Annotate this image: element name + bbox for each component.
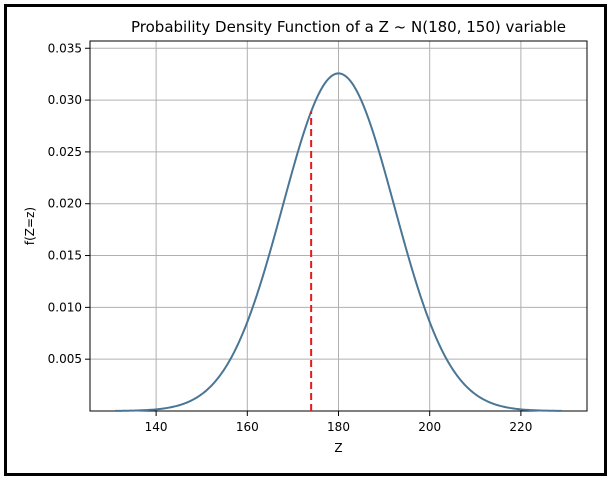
axis-ticks: 140 160 180 200 220 0.005 0.010 0.015 0.020 0.025… bbox=[48, 41, 533, 434]
x-tick-label: 160 bbox=[236, 420, 259, 434]
x-tick-label: 140 bbox=[145, 420, 168, 434]
figure-frame bbox=[4, 4, 607, 476]
y-tick-label: 0.010 bbox=[48, 300, 82, 314]
y-tick-label: 0.005 bbox=[48, 352, 82, 366]
grid-lines bbox=[90, 41, 587, 411]
chart-title: Probability Density Function of a Z ~ N(… bbox=[131, 18, 566, 36]
y-tick-label: 0.025 bbox=[48, 145, 82, 159]
x-tick-label: 180 bbox=[327, 420, 350, 434]
y-tick-label: 0.030 bbox=[48, 93, 82, 107]
y-axis-label: f(Z=z) bbox=[23, 207, 37, 245]
y-tick-label: 0.035 bbox=[48, 41, 82, 55]
x-tick-label: 220 bbox=[509, 420, 532, 434]
y-tick-label: 0.020 bbox=[48, 197, 82, 211]
x-tick-label: 200 bbox=[418, 420, 441, 434]
x-axis-label: Z bbox=[334, 441, 342, 455]
pdf-curve bbox=[115, 72, 562, 412]
y-tick-label: 0.015 bbox=[48, 249, 82, 263]
